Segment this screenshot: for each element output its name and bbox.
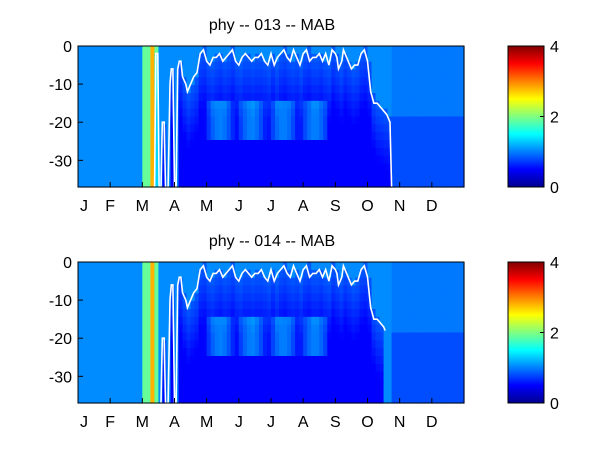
heatmap-cells-2 [78, 262, 465, 404]
y-tick-label: 0 [63, 255, 72, 272]
x-tick-label: O [361, 414, 373, 431]
x-tick-label: S [330, 198, 341, 215]
x-tick-label: A [169, 198, 180, 215]
colorbar-ticks-1: 0 2 4 [540, 39, 559, 197]
x-tick-label: A [169, 414, 180, 431]
x-tick-label: N [394, 198, 406, 215]
x-tick-label: J [80, 198, 88, 215]
x-tick-label: J [235, 414, 243, 431]
x-tick-label: F [105, 414, 115, 431]
mixed-layer-line-1 [153, 46, 393, 188]
colorbar-tick-label: 0 [550, 180, 559, 197]
y-ticks-2: 0 -10 -20 -30 [49, 255, 83, 386]
colorbar-tick-label: 0 [550, 396, 559, 413]
x-tick-label: J [267, 414, 275, 431]
colorbar-ticks-2: 0 2 4 [540, 255, 559, 413]
chart-title-2: phy -- 014 -- MAB [209, 233, 335, 250]
colorbar-tick-label: 2 [550, 110, 559, 127]
y-ticks-1: 0 -10 -20 -30 [49, 39, 83, 170]
y-tick-label: 0 [63, 39, 72, 56]
x-tick-label: M [136, 414, 149, 431]
x-tick-label: M [200, 414, 213, 431]
x-tick-label: A [298, 414, 309, 431]
x-tick-label: N [394, 414, 406, 431]
x-tick-label: J [80, 414, 88, 431]
x-tick-label: S [330, 414, 341, 431]
x-tick-label: D [426, 198, 438, 215]
y-tick-label: -10 [49, 293, 72, 310]
x-tick-label: J [235, 198, 243, 215]
colorbar-1 [507, 45, 545, 188]
y-tick-label: -30 [49, 369, 72, 386]
colorbar-tick-label: 2 [550, 326, 559, 343]
colorbar-2 [507, 261, 545, 404]
colorbar-tick-label: 4 [550, 39, 559, 56]
chart-title-1: phy -- 013 -- MAB [209, 17, 335, 34]
colorbar-tick-label: 4 [550, 255, 559, 272]
y-tick-label: -20 [49, 331, 72, 348]
y-tick-label: -10 [49, 77, 72, 94]
x-tick-label: J [267, 198, 275, 215]
x-tick-label: O [361, 198, 373, 215]
x-tick-label: F [105, 198, 115, 215]
heatmap-cells-1 [78, 46, 465, 188]
x-tick-label: D [426, 414, 438, 431]
mixed-layer-line-2 [160, 262, 386, 404]
y-tick-label: -30 [49, 153, 72, 170]
x-tick-label: M [136, 198, 149, 215]
y-tick-label: -20 [49, 115, 72, 132]
x-tick-label: A [298, 198, 309, 215]
x-tick-label: M [200, 198, 213, 215]
